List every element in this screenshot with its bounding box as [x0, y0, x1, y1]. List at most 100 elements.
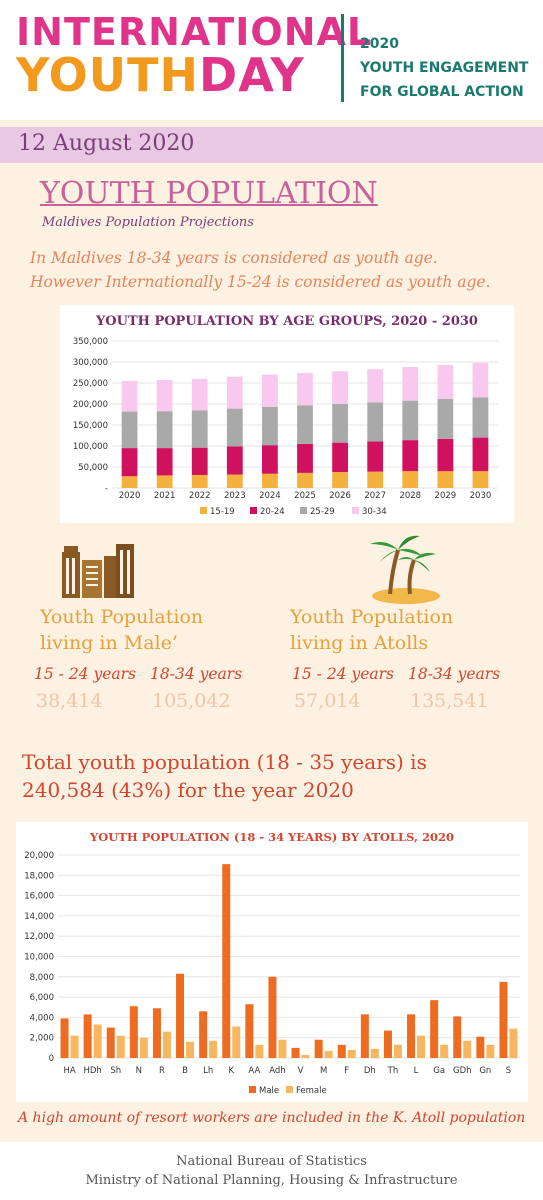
y-tick-label: 250,000	[73, 379, 108, 389]
atoll-18-34-label: 18-34 years	[408, 665, 501, 683]
y-tick-label: 100,000	[73, 442, 108, 452]
bar-15-19-2023	[226, 474, 243, 488]
x-tick-label: 2020	[119, 491, 141, 501]
bar-Female-F	[347, 1049, 356, 1058]
male-15-24-label: 15 - 24 years	[34, 665, 136, 683]
tagline-line-3: FOR GLOBAL ACTION	[360, 84, 524, 100]
bar-25-29-2024	[262, 406, 278, 446]
footer-line-2: Ministry of National Planning, Housing &…	[85, 1173, 458, 1188]
footer: National Bureau of Statistics Ministry o…	[0, 1142, 543, 1200]
bar-15-19-2021	[156, 475, 173, 488]
bar-30-34-2030	[472, 362, 489, 398]
legend-label-Female: Female	[296, 1086, 327, 1096]
y-tick-label: 8,000	[30, 973, 54, 983]
intro-line-2: However Internationally 15-24 is conside…	[30, 273, 491, 291]
y-tick-label: 10,000	[24, 953, 54, 963]
x-tick-label: AA	[248, 1066, 260, 1076]
bar-Female-Dh	[370, 1048, 379, 1058]
total-line-1: Total youth population (18 - 35 years) i…	[22, 750, 427, 774]
page-title: YOUTH POPULATION	[40, 176, 378, 211]
bar-Female-B	[186, 1041, 195, 1058]
bar-Male-Dh	[360, 1014, 369, 1058]
bar-Female-K	[232, 1026, 241, 1058]
bar-Female-AA	[255, 1044, 264, 1058]
y-tick-label: 18,000	[24, 871, 54, 881]
bar-20-24-2029	[437, 438, 454, 472]
bar-Female-HDh	[93, 1024, 102, 1058]
chart-title: YOUTH POPULATION (18 - 34 YEARS) BY ATOL…	[89, 830, 454, 844]
legend-swatch-25-29	[300, 507, 307, 514]
bar-Male-S	[499, 981, 508, 1058]
x-tick-label: L	[414, 1066, 419, 1076]
bar-Male-Th	[383, 1030, 392, 1058]
bar-30-34-2026	[332, 371, 348, 404]
bar-30-34-2027	[367, 369, 384, 403]
y-tick-label: 150,000	[73, 421, 108, 431]
age-group-chart-box: YOUTH POPULATION BY AGE GROUPS, 2020 - 2…	[60, 305, 514, 523]
footer-line-1: National Bureau of Statistics	[176, 1154, 367, 1169]
bar-30-34-2023	[226, 376, 243, 409]
legend-label-15-19: 15-19	[210, 507, 235, 517]
bar-Male-N	[129, 1006, 138, 1058]
x-tick-label: 2022	[189, 491, 211, 501]
x-tick-label: HDh	[83, 1066, 101, 1076]
bar-25-29-2025	[297, 405, 313, 444]
bar-20-24-2021	[156, 448, 173, 476]
bar-30-34-2021	[156, 380, 173, 412]
bar-20-24-2027	[367, 441, 384, 472]
bar-Female-HA	[70, 1035, 79, 1058]
legend-label-30-34: 30-34	[362, 507, 387, 517]
bar-20-24-2028	[402, 440, 419, 472]
tagline-year: 2020	[360, 36, 399, 52]
bar-Male-M	[314, 1039, 323, 1058]
male-15-24-value: 38,414	[36, 690, 103, 712]
legend-swatch-20-24	[250, 507, 257, 514]
bar-Female-Sh	[116, 1035, 125, 1058]
bar-Female-Ga	[440, 1044, 449, 1058]
x-tick-label: V	[298, 1066, 304, 1076]
bar-Male-GDh	[453, 1016, 462, 1058]
atoll-15-24-label: 15 - 24 years	[292, 665, 394, 683]
bar-20-24-2026	[332, 442, 348, 473]
intro-line-1: In Maldives 18-34 years is considered as…	[30, 249, 438, 267]
bar-15-19-2022	[191, 474, 208, 488]
x-tick-label: Sh	[110, 1066, 121, 1076]
bar-15-19-2027	[367, 471, 384, 488]
x-tick-label: K	[228, 1066, 234, 1076]
y-tick-label: 4,000	[30, 1013, 54, 1023]
bar-30-34-2024	[262, 374, 278, 407]
x-tick-label: Lh	[203, 1066, 213, 1076]
x-tick-label: 2028	[399, 491, 421, 501]
bar-25-29-2028	[402, 400, 419, 441]
total-line-2: 240,584 (43%) for the year 2020	[22, 778, 354, 802]
atoll-18-34-value: 135,541	[410, 690, 489, 712]
bar-15-19-2020	[121, 476, 138, 488]
city-buildings-icon	[62, 544, 134, 598]
atoll-15-24-value: 57,014	[294, 690, 361, 712]
bar-Male-B	[176, 973, 185, 1058]
y-tick-label: 350,000	[73, 337, 108, 347]
bar-Male-Gn	[476, 1036, 485, 1058]
legend-label-Male: Male	[259, 1086, 279, 1096]
bar-Female-N	[139, 1037, 148, 1058]
bar-20-24-2025	[297, 443, 313, 473]
bar-Male-Lh	[199, 1011, 208, 1058]
x-tick-label: 2021	[154, 491, 176, 501]
bar-Male-L	[407, 1014, 416, 1058]
legend-label-20-24: 20-24	[260, 507, 285, 517]
palm-island-icon	[370, 535, 440, 604]
brand-youth: YOUTH	[16, 48, 200, 102]
bar-15-19-2024	[262, 473, 278, 488]
atoll-chart-box: YOUTH POPULATION (18 - 34 YEARS) BY ATOL…	[16, 822, 528, 1102]
bar-30-34-2029	[437, 364, 454, 399]
bar-Female-Th	[393, 1044, 402, 1058]
atoll-heading-line-2: living in Atolls	[290, 632, 429, 654]
bar-20-24-2024	[262, 445, 278, 474]
y-tick-label: 2,000	[30, 1034, 54, 1044]
bar-20-24-2022	[191, 447, 208, 475]
x-tick-label: M	[320, 1066, 327, 1076]
bar-Female-V	[301, 1054, 310, 1058]
y-tick-label: 6,000	[30, 993, 54, 1003]
bar-15-19-2030	[472, 471, 489, 488]
bar-30-34-2022	[191, 378, 208, 411]
